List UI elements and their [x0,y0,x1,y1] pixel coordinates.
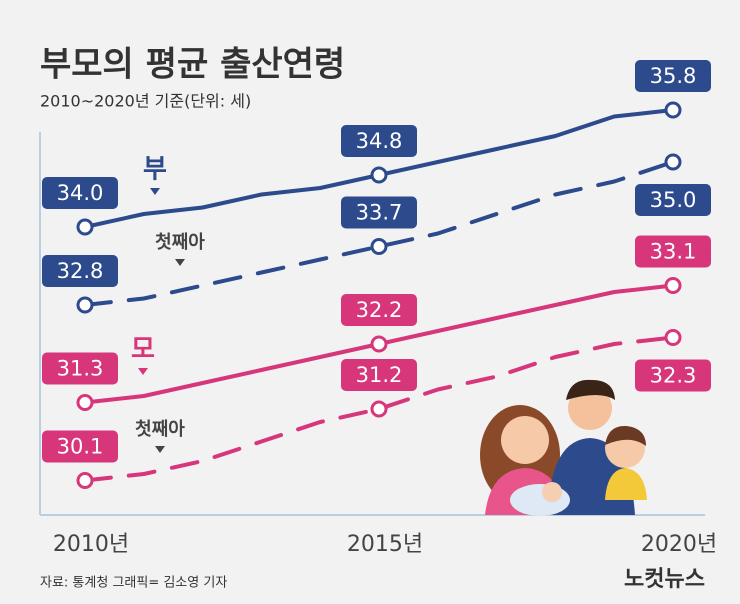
x-tick-label: 2015년 [347,532,423,557]
body [605,468,647,500]
value-label-box [635,184,711,216]
value-label: 32.3 [650,364,697,388]
point-marker [664,153,682,171]
series-name: 모 [131,335,155,365]
series-line [83,160,675,307]
face [501,416,549,464]
value-label-box [42,352,118,385]
point-marker [76,296,94,314]
value-label-box [635,60,711,92]
series-name: 부 [143,155,167,185]
chart-title: 부모의 평균 출산연령 [40,45,345,85]
logo: 노컷뉴스 [624,567,705,592]
value-label: 32.2 [356,298,403,322]
point-marker [370,238,388,255]
value-label: 35.0 [650,188,697,212]
family-illustration [480,379,647,516]
series-name: 첫째아 [135,419,185,440]
face [568,386,612,430]
series-name-pointer [138,368,148,375]
value-label-box [635,359,711,392]
value-label: 33.7 [356,201,403,225]
hair [605,425,646,446]
x-tick-label: 2020년 [641,532,717,557]
baby-face [542,482,562,502]
value-label: 35.8 [650,64,697,88]
value-label-box [42,430,118,463]
point-marker [664,277,682,294]
value-label-box [635,235,711,268]
point-marker [76,472,94,489]
hair [566,379,615,400]
series-name-pointer [175,259,185,266]
value-label: 30.1 [57,435,104,459]
value-label-box [42,177,118,209]
value-label: 31.2 [356,363,403,387]
series-line [83,335,675,483]
value-label-box [341,294,417,326]
point-marker [370,166,388,184]
point-marker [370,400,388,418]
point-marker [370,335,388,353]
point-marker [664,329,682,346]
value-label-box [341,359,417,391]
series-name-pointer [150,188,160,195]
source: 자료: 통계청 그래픽= 김소영 기자 [40,576,227,591]
series-name: 첫째아 [155,232,205,253]
value-label: 31.3 [57,357,104,381]
series-name-pointer [155,446,165,453]
value-label: 33.1 [650,240,697,264]
x-tick-label: 2010년 [53,532,129,557]
point-marker [76,394,94,411]
value-label-box [42,255,118,287]
value-label-box [341,196,417,229]
chart-subtitle: 2010~2020년 기준(단위: 세) [40,92,251,111]
value-label: 32.8 [57,259,104,283]
value-label-box [341,125,417,157]
value-label: 34.0 [57,181,104,205]
value-label: 34.8 [356,129,403,153]
point-marker [76,218,94,236]
point-marker [664,101,682,119]
